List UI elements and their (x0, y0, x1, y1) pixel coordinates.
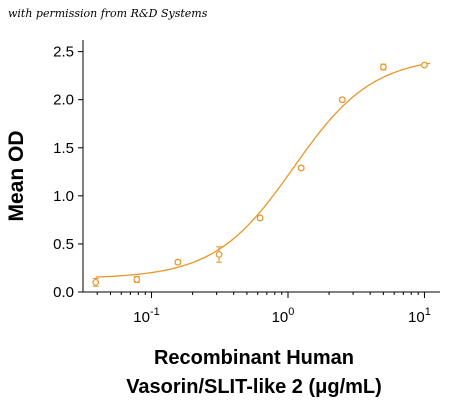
credit-note: with permission from R&D Systems (8, 7, 208, 20)
data-point-3 (215, 246, 223, 263)
point-marker (133, 276, 141, 283)
x-axis-label-line2: Vasorin/SLIT-like 2 (μg/mL) (126, 376, 382, 398)
point-marker (256, 214, 264, 222)
fit-curve (95, 62, 431, 278)
data-point-5 (297, 164, 305, 172)
points-layer (92, 61, 428, 287)
point-marker (297, 164, 305, 172)
data-point-7 (379, 63, 387, 71)
point-marker (215, 251, 223, 258)
data-point-4 (256, 214, 264, 222)
x-axis-label-line1: Recombinant Human (154, 347, 354, 369)
y-tick-label-3: 1.5 (53, 140, 74, 157)
point-marker (174, 258, 182, 266)
x-tick-label-2: 101 (408, 306, 431, 326)
point-marker (338, 96, 346, 104)
y-tick-label-1: 0.5 (53, 236, 74, 253)
y-tick-label-5: 2.5 (53, 44, 74, 61)
point-marker (421, 61, 428, 69)
x-tick-label-0: 10-1 (133, 306, 159, 326)
data-point-0 (92, 278, 100, 287)
data-point-8 (421, 61, 428, 69)
fit-layer (95, 62, 431, 278)
data-point-1 (133, 276, 141, 283)
y-tick-label-0: 0.0 (53, 284, 74, 301)
x-tick-label-1: 100 (272, 306, 295, 326)
data-point-2 (174, 258, 182, 266)
y-axis-label: Mean OD (5, 130, 28, 221)
point-marker (379, 63, 387, 71)
point-marker (92, 278, 100, 286)
data-point-6 (338, 96, 346, 104)
y-tick-label-4: 2.0 (53, 92, 74, 109)
y-tick-label-2: 1.0 (53, 188, 74, 205)
axes: 0.0 0.5 1.0 1.5 2.0 2.5 10-1 100 101 (53, 40, 440, 326)
